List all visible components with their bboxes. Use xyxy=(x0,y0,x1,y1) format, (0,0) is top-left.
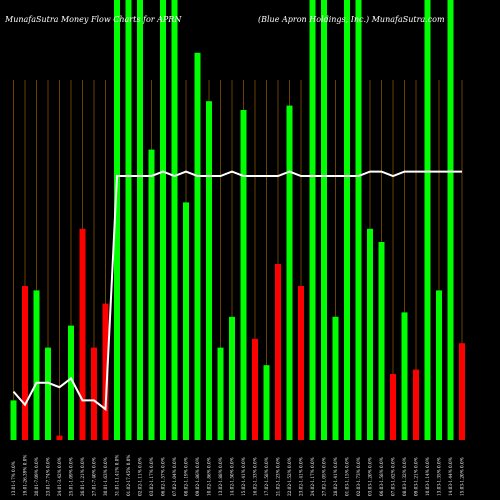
x-tick-label: 13.03-1.35% 0.0% xyxy=(437,457,442,496)
bar xyxy=(56,435,63,440)
x-tick-label: 23.01-7.74% 0.0% xyxy=(46,457,51,496)
bar xyxy=(91,347,97,440)
x-tick-label: 01.03-1.15% 0.0% xyxy=(345,457,350,496)
bar xyxy=(102,303,109,440)
bar xyxy=(344,0,350,440)
x-tick-label: 27.01-7.40% 0.0% xyxy=(92,457,97,496)
bar xyxy=(33,290,40,440)
bar xyxy=(171,0,178,440)
bar xyxy=(217,347,224,440)
x-tick-label: 10.03-1.14% 0.0% xyxy=(425,457,430,496)
bar xyxy=(125,0,132,440)
bar xyxy=(459,343,465,440)
x-tick-label: 24.02-1.17% 0.0% xyxy=(310,457,315,496)
x-tick-label: 13.01-17% 0.0% xyxy=(11,461,16,496)
x-tick-label: 27.02-1.05% 0.0% xyxy=(322,457,327,496)
x-tick-label: 14.03-1.44% 0.0% xyxy=(448,457,453,496)
x-tick-label: 02.02-1.11% 0.0% xyxy=(138,457,143,496)
bar xyxy=(321,0,327,440)
bar xyxy=(424,0,431,440)
bar xyxy=(263,365,270,440)
x-tick-label: 17.02-1.58% 0.0% xyxy=(264,457,269,496)
x-tick-label: 28.02-1.41% 0.0% xyxy=(333,457,338,496)
bar xyxy=(240,110,247,440)
x-tick-label: 22.02-1.52% 0.0% xyxy=(287,457,292,496)
bar xyxy=(401,312,408,440)
x-tick-label: 03.03-1.20% 0.0% xyxy=(368,457,373,496)
x-tick-label: 07.02-1.04% 0.0% xyxy=(172,457,177,496)
bar xyxy=(252,338,258,440)
x-tick-label: 06.03-1.58% 0.0% xyxy=(379,457,384,496)
money-flow-line xyxy=(12,170,462,412)
x-tick-label: 13.02-1.88% 0.0% xyxy=(218,457,223,496)
x-tick-label: 21.02-1.23% 0.0% xyxy=(276,457,281,496)
chart-title-right: (Blue Apron Holdings, Inc.) MunafaSutra.… xyxy=(258,15,445,24)
money-flow-line-series xyxy=(12,170,462,412)
bar xyxy=(137,0,143,440)
x-tick-label: 03.02-1.17% 0.0% xyxy=(149,457,154,496)
bar xyxy=(309,0,316,440)
bar xyxy=(413,369,419,440)
bar xyxy=(206,101,212,440)
bar xyxy=(286,105,293,440)
chart-title-left: MunafaSutra Money Flow Charts for APRN xyxy=(4,15,182,24)
x-tick-labels: 13.01-17% 0.0% 19.01-26.39% 0.0% 20.01-7.0… xyxy=(11,455,465,496)
x-tick-label: 20.01-7.09% 0.0% xyxy=(34,457,39,496)
x-tick-label: 31.01-11.41% 0.0% xyxy=(115,455,120,496)
x-tick-label: 23.02-1.41% 0.0% xyxy=(299,457,304,496)
x-tick-label: 08.02-1.19% 0.0% xyxy=(184,457,189,496)
bar xyxy=(194,52,201,441)
x-tick-label: 26.01-1.21% 0.0% xyxy=(80,457,85,496)
bar xyxy=(390,374,396,440)
bar xyxy=(160,0,166,440)
x-tick-label: 15.03-1.20% 0.0% xyxy=(460,457,465,496)
x-tick-label: 08.03-1.32% 0.0% xyxy=(402,457,407,496)
bar xyxy=(298,286,304,440)
x-tick-label: 15.02-1.41% 0.0% xyxy=(241,457,246,496)
x-tick-label: 07.03-1.62% 0.0% xyxy=(391,457,396,496)
bar xyxy=(183,202,189,440)
x-tick-label: 25.01-1.09% 0.0% xyxy=(69,457,74,496)
bar xyxy=(275,264,281,440)
bar xyxy=(114,0,120,440)
bar xyxy=(22,286,28,440)
bar xyxy=(68,325,74,440)
bar xyxy=(45,347,51,440)
x-tick-label: 14.02-1.50% 0.0% xyxy=(230,457,235,496)
bar xyxy=(148,149,155,440)
bar xyxy=(367,228,373,440)
bar xyxy=(447,0,454,440)
x-tick-label: 09.03-1.21% 0.0% xyxy=(414,457,419,496)
x-tick-label: 06.02-1.57% 0.0% xyxy=(161,457,166,496)
bar xyxy=(332,316,339,440)
bar xyxy=(229,316,235,440)
x-tick-label: 01.02-17.45% 0.0% xyxy=(126,455,131,496)
x-tick-label: 16.02-1.33% 0.0% xyxy=(253,457,258,496)
x-tick-label: 30.01-1.63% 0.0% xyxy=(103,457,108,496)
x-tick-label: 09.02-1.86% 0.0% xyxy=(195,457,200,496)
x-tick-label: 24.01-3.42% 0.0% xyxy=(57,457,62,496)
bar xyxy=(10,400,17,440)
bar xyxy=(355,0,362,440)
bar xyxy=(79,228,86,440)
x-tick-label: 10.02-1.86% 0.0% xyxy=(207,457,212,496)
bar xyxy=(378,242,385,440)
bar xyxy=(436,290,442,440)
bar-series xyxy=(10,0,465,441)
x-tick-label: 19.01-26.39% 0.0% xyxy=(23,455,28,496)
x-tick-label: 02.03-1.73% 0.0% xyxy=(356,457,361,496)
